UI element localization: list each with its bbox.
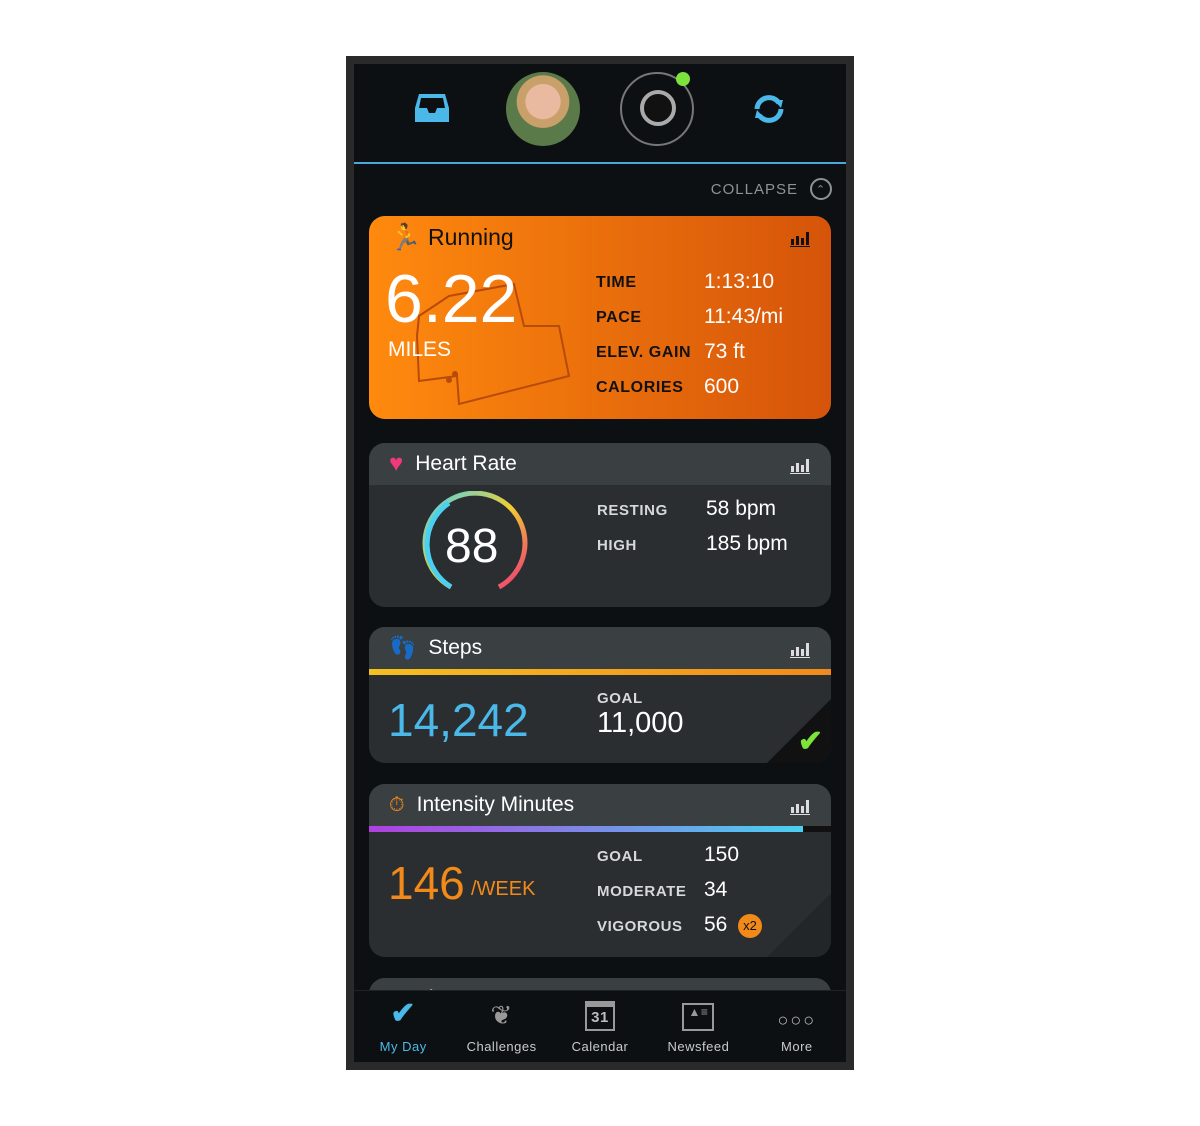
check-icon: ✔ [797, 725, 823, 758]
stat-label: MODERATE [597, 883, 687, 900]
steps-card[interactable]: 👣 Steps 14,242 GOAL 11,000 ✔ [369, 627, 831, 763]
goal-corner [767, 893, 831, 957]
inbox-icon[interactable] [414, 92, 450, 124]
checkmark-icon: ✔ [390, 997, 417, 1030]
heart-rate-gauge [422, 491, 528, 590]
intensity-minutes-card[interactable]: ⏱ Intensity Minutes 146 /WEEK GOAL 150 MO… [369, 784, 831, 957]
nav-challenges[interactable]: ❦ Challenges [452, 991, 550, 1062]
chart-icon[interactable] [789, 229, 811, 247]
distance-value: 6.22 [385, 261, 518, 337]
stat-label: GOAL [597, 848, 643, 865]
collapse-button[interactable]: COLLAPSE ⌃ [711, 178, 832, 200]
device-watch[interactable] [620, 72, 694, 146]
running-icon: 🏃 [389, 222, 422, 252]
stat-value: 11:43/mi [704, 305, 783, 328]
stat-value: 73 ft [704, 340, 745, 363]
stat-value: 150 [704, 843, 740, 866]
newspaper-icon: ▲≡ [682, 1003, 715, 1031]
heart-icon: ♥ [389, 450, 404, 477]
stat-label: HIGH [597, 537, 637, 554]
stat-value: 58 bpm [706, 497, 777, 520]
nav-label: Challenges [466, 1039, 537, 1054]
stat-label: PACE [596, 309, 642, 326]
goal-value: 11,000 [597, 707, 684, 739]
stat-value: 34 [704, 878, 728, 901]
chart-icon[interactable] [789, 456, 811, 474]
route-map [415, 282, 571, 406]
calendar-icon: 31 [585, 1001, 616, 1031]
heart-rate-card[interactable]: ♥ Heart Rate 88 RESTING 58 bpm HIGH 185 b… [369, 443, 831, 607]
stat-label: TIME [596, 274, 637, 291]
current-heart-rate: 88 [445, 520, 499, 573]
intensity-progress-fill [369, 826, 804, 832]
multiplier-badge: x2 [738, 914, 762, 938]
intensity-title: Intensity Minutes [416, 793, 575, 816]
steps-title: Steps [428, 636, 483, 659]
goal-corner [767, 699, 831, 763]
stat-label: VIGOROUS [597, 918, 683, 935]
nav-more[interactable]: ○○○ More [748, 991, 846, 1062]
steps-progress-bar [369, 669, 831, 675]
intensity-unit: /WEEK [471, 878, 536, 900]
footsteps-icon: 👣 [389, 635, 417, 660]
stat-value: 56 [704, 913, 728, 936]
nav-newsfeed[interactable]: ▲≡ Newsfeed [649, 991, 747, 1062]
stat-value: 1:13:10 [704, 270, 775, 293]
stat-label: CALORIES [596, 379, 684, 396]
screen: COLLAPSE ⌃ 🏃 Running 6.22 MILES TIME 1:13… [354, 64, 846, 1062]
nav-label: My Day [379, 1039, 427, 1054]
more-dots-icon: ○○○ [777, 1010, 817, 1030]
nav-label: Calendar [571, 1039, 629, 1054]
nav-label: Newsfeed [667, 1039, 730, 1054]
running-title: Running [428, 224, 514, 250]
stopwatch-icon: ⏱ [389, 793, 405, 816]
intensity-value: 146 [388, 857, 465, 909]
device-connected-indicator [676, 72, 690, 86]
stat-value: 600 [704, 375, 740, 398]
phone-frame: COLLAPSE ⌃ 🏃 Running 6.22 MILES TIME 1:13… [346, 56, 854, 1070]
avatar[interactable] [506, 72, 580, 146]
top-bar [354, 64, 846, 164]
stat-value: 185 bpm [706, 532, 788, 555]
goal-label: GOAL [597, 690, 643, 707]
nav-label: More [781, 1039, 813, 1054]
nav-calendar[interactable]: 31 Calendar [551, 991, 649, 1062]
stat-label: ELEV. GAIN [596, 344, 692, 361]
bottom-nav: ✔ My Day ❦ Challenges 31 Calendar ▲≡ Newsfee… [354, 990, 846, 1062]
laurel-icon: ❦ [490, 1000, 513, 1030]
collapse-label: COLLAPSE [710, 180, 798, 198]
nav-my-day[interactable]: ✔ My Day [354, 991, 452, 1062]
chart-icon[interactable] [789, 640, 811, 658]
heart-rate-title: Heart Rate [415, 452, 517, 475]
chart-icon[interactable] [789, 797, 811, 815]
sync-icon[interactable] [750, 92, 788, 126]
running-card[interactable]: 🏃 Running 6.22 MILES TIME 1:13:10 PACE 1… [369, 216, 831, 419]
chevron-up-icon: ⌃ [810, 178, 832, 200]
steps-count: 14,242 [388, 694, 529, 746]
distance-unit: MILES [388, 338, 452, 361]
stat-label: RESTING [597, 502, 668, 519]
intensity-progress-track [369, 826, 831, 832]
